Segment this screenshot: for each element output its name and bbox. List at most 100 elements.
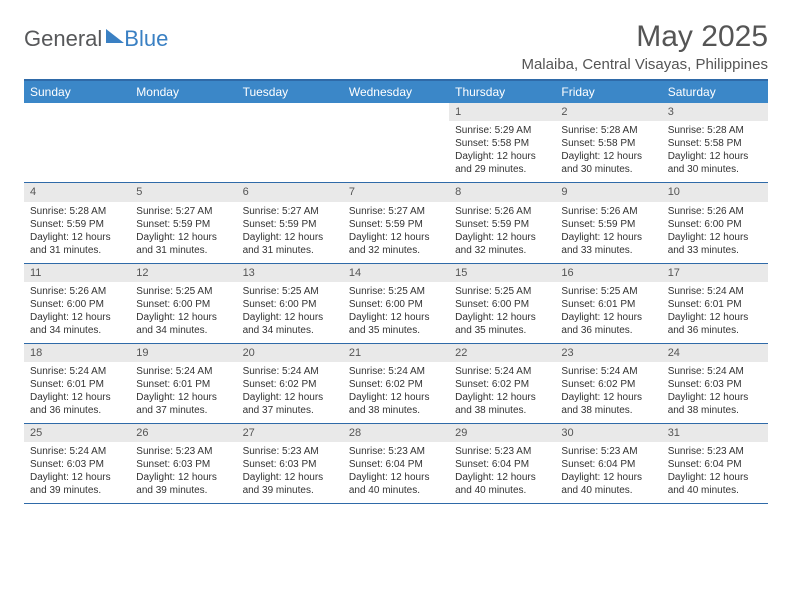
- sunset-text: Sunset: 6:02 PM: [243, 378, 337, 391]
- daylight-line1: Daylight: 12 hours: [561, 150, 655, 163]
- sunset-text: Sunset: 5:59 PM: [349, 218, 443, 231]
- day-number-cell: 29: [449, 424, 555, 443]
- sunset-text: Sunset: 6:03 PM: [136, 458, 230, 471]
- day-number-cell: [130, 103, 236, 121]
- daylight-line1: Daylight: 12 hours: [243, 471, 337, 484]
- sunrise-text: Sunrise: 5:24 AM: [561, 365, 655, 378]
- daylight-line2: and 38 minutes.: [668, 404, 762, 417]
- sunset-text: Sunset: 6:03 PM: [30, 458, 124, 471]
- sunset-text: Sunset: 6:01 PM: [561, 298, 655, 311]
- sunset-text: Sunset: 6:04 PM: [561, 458, 655, 471]
- day-detail-cell: Sunrise: 5:28 AMSunset: 5:59 PMDaylight:…: [24, 202, 130, 264]
- sunrise-text: Sunrise: 5:23 AM: [136, 445, 230, 458]
- sunset-text: Sunset: 6:01 PM: [668, 298, 762, 311]
- day-detail-cell: [343, 121, 449, 183]
- daylight-line1: Daylight: 12 hours: [561, 231, 655, 244]
- sunset-text: Sunset: 5:59 PM: [455, 218, 549, 231]
- sunrise-text: Sunrise: 5:27 AM: [243, 205, 337, 218]
- day-detail-cell: Sunrise: 5:28 AMSunset: 5:58 PMDaylight:…: [662, 121, 768, 183]
- day-number-row: 25262728293031: [24, 424, 768, 443]
- calendar-page: General Blue May 2025 Malaiba, Central V…: [0, 0, 792, 524]
- sunrise-text: Sunrise: 5:23 AM: [243, 445, 337, 458]
- day-number-cell: 20: [237, 343, 343, 362]
- sunrise-text: Sunrise: 5:26 AM: [561, 205, 655, 218]
- daylight-line1: Daylight: 12 hours: [455, 311, 549, 324]
- daylight-line2: and 39 minutes.: [243, 484, 337, 497]
- daylight-line2: and 40 minutes.: [561, 484, 655, 497]
- day-number-cell: 14: [343, 263, 449, 282]
- day-detail-cell: Sunrise: 5:24 AMSunset: 6:03 PMDaylight:…: [662, 362, 768, 424]
- daylight-line1: Daylight: 12 hours: [349, 391, 443, 404]
- sunset-text: Sunset: 6:04 PM: [455, 458, 549, 471]
- day-number-cell: 27: [237, 424, 343, 443]
- day-number-cell: 31: [662, 424, 768, 443]
- day-detail-cell: Sunrise: 5:24 AMSunset: 6:02 PMDaylight:…: [555, 362, 661, 424]
- sunrise-text: Sunrise: 5:26 AM: [455, 205, 549, 218]
- sunrise-text: Sunrise: 5:24 AM: [668, 285, 762, 298]
- daylight-line1: Daylight: 12 hours: [30, 311, 124, 324]
- daylight-line1: Daylight: 12 hours: [30, 471, 124, 484]
- day-number-cell: 21: [343, 343, 449, 362]
- daylight-line2: and 34 minutes.: [243, 324, 337, 337]
- day-detail-cell: Sunrise: 5:25 AMSunset: 6:00 PMDaylight:…: [343, 282, 449, 344]
- calendar-body: 123Sunrise: 5:29 AMSunset: 5:58 PMDaylig…: [24, 103, 768, 504]
- day-detail-cell: Sunrise: 5:25 AMSunset: 6:00 PMDaylight:…: [130, 282, 236, 344]
- weekday-header: Thursday: [449, 80, 555, 103]
- sunset-text: Sunset: 6:00 PM: [455, 298, 549, 311]
- brand-logo: General Blue: [24, 20, 168, 52]
- sunset-text: Sunset: 6:01 PM: [136, 378, 230, 391]
- daylight-line2: and 30 minutes.: [668, 163, 762, 176]
- daylight-line2: and 36 minutes.: [30, 404, 124, 417]
- sunrise-text: Sunrise: 5:25 AM: [455, 285, 549, 298]
- calendar-table: Sunday Monday Tuesday Wednesday Thursday…: [24, 79, 768, 504]
- daylight-line2: and 40 minutes.: [349, 484, 443, 497]
- daylight-line2: and 34 minutes.: [30, 324, 124, 337]
- sunrise-text: Sunrise: 5:24 AM: [30, 365, 124, 378]
- day-number-cell: 2: [555, 103, 661, 121]
- daylight-line2: and 33 minutes.: [561, 244, 655, 257]
- weekday-header: Saturday: [662, 80, 768, 103]
- daylight-line2: and 40 minutes.: [455, 484, 549, 497]
- day-number-cell: 16: [555, 263, 661, 282]
- sunrise-text: Sunrise: 5:28 AM: [668, 124, 762, 137]
- daylight-line1: Daylight: 12 hours: [30, 231, 124, 244]
- daylight-line2: and 31 minutes.: [136, 244, 230, 257]
- day-number-cell: 3: [662, 103, 768, 121]
- day-detail-row: Sunrise: 5:26 AMSunset: 6:00 PMDaylight:…: [24, 282, 768, 344]
- daylight-line2: and 40 minutes.: [668, 484, 762, 497]
- daylight-line1: Daylight: 12 hours: [668, 471, 762, 484]
- weekday-header: Sunday: [24, 80, 130, 103]
- daylight-line2: and 35 minutes.: [455, 324, 549, 337]
- sunrise-text: Sunrise: 5:23 AM: [455, 445, 549, 458]
- sunset-text: Sunset: 6:00 PM: [136, 298, 230, 311]
- weekday-header: Monday: [130, 80, 236, 103]
- day-number-cell: 19: [130, 343, 236, 362]
- day-number-cell: 17: [662, 263, 768, 282]
- sunset-text: Sunset: 5:58 PM: [668, 137, 762, 150]
- sunset-text: Sunset: 6:02 PM: [349, 378, 443, 391]
- sunrise-text: Sunrise: 5:29 AM: [455, 124, 549, 137]
- sunset-text: Sunset: 5:59 PM: [561, 218, 655, 231]
- sunrise-text: Sunrise: 5:23 AM: [668, 445, 762, 458]
- sunset-text: Sunset: 6:02 PM: [455, 378, 549, 391]
- day-detail-cell: Sunrise: 5:26 AMSunset: 5:59 PMDaylight:…: [555, 202, 661, 264]
- page-header: General Blue May 2025 Malaiba, Central V…: [24, 20, 768, 73]
- day-detail-cell: Sunrise: 5:23 AMSunset: 6:04 PMDaylight:…: [449, 442, 555, 504]
- daylight-line1: Daylight: 12 hours: [243, 231, 337, 244]
- daylight-line2: and 31 minutes.: [243, 244, 337, 257]
- daylight-line2: and 35 minutes.: [349, 324, 443, 337]
- daylight-line2: and 38 minutes.: [349, 404, 443, 417]
- daylight-line2: and 32 minutes.: [455, 244, 549, 257]
- day-detail-cell: Sunrise: 5:27 AMSunset: 5:59 PMDaylight:…: [130, 202, 236, 264]
- location-subtitle: Malaiba, Central Visayas, Philippines: [521, 56, 768, 73]
- sunrise-text: Sunrise: 5:23 AM: [349, 445, 443, 458]
- day-detail-row: Sunrise: 5:29 AM Sunset: 5:58 PM Daylight:…: [24, 121, 768, 183]
- daylight-line2: and 39 minutes.: [136, 484, 230, 497]
- day-detail-cell: Sunrise: 5:27 AMSunset: 5:59 PMDaylight:…: [343, 202, 449, 264]
- daylight-line1: Daylight: 12 hours: [243, 391, 337, 404]
- calendar-head: Sunday Monday Tuesday Wednesday Thursday…: [24, 80, 768, 103]
- day-number-cell: 10: [662, 183, 768, 202]
- day-detail-cell: Sunrise: 5:23 AMSunset: 6:04 PMDaylight:…: [662, 442, 768, 504]
- sunrise-text: Sunrise: 5:24 AM: [455, 365, 549, 378]
- day-number-row: 45678910: [24, 183, 768, 202]
